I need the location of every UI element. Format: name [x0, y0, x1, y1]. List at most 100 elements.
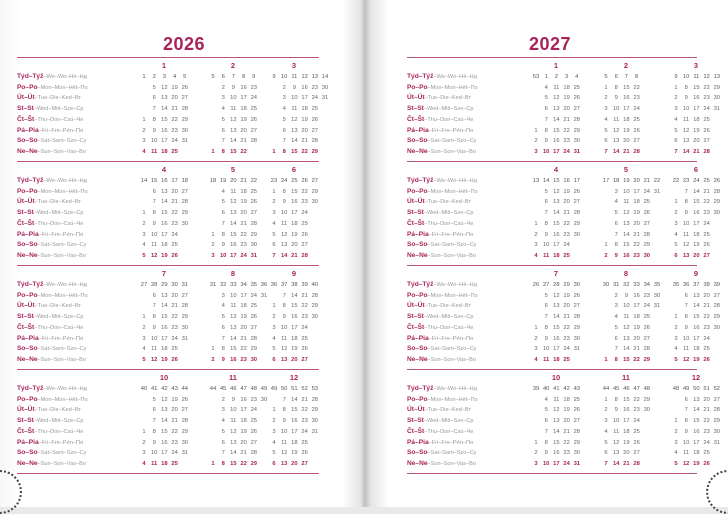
day-cell: 1: [674, 418, 678, 425]
day-cell: 10: [612, 106, 620, 113]
day-cell: 10: [230, 95, 237, 102]
day-cell: 8: [152, 314, 156, 321]
day-cell: 5: [221, 199, 225, 206]
day-cell: 22: [171, 210, 178, 217]
day-cell: 29: [181, 428, 189, 435]
row-label-local: Týd–Týž: [407, 73, 434, 80]
day-cell: 8: [614, 356, 618, 363]
row-label-local: Pá–Pia: [407, 334, 429, 342]
day-cell: 12: [682, 460, 690, 467]
week-number: 34: [240, 282, 247, 288]
row-label: Út–Út–Tue–Die–Ked–Вт: [17, 93, 81, 104]
day-cell: 14: [693, 303, 700, 310]
day-cell: 30: [643, 252, 651, 259]
week-number: 14: [321, 74, 329, 80]
day-cell: 20: [171, 407, 178, 414]
day-cell: 17: [230, 252, 237, 259]
day-cell: 17: [623, 106, 630, 113]
day-cell: 21: [563, 428, 570, 435]
day-cell: 30: [321, 84, 329, 91]
quarter-block: Týd–Týž–We–Wo–Hé–Нд Po–Po–Mon–Mon–Hét–По Ú…: [17, 265, 319, 369]
day-cell: 13: [682, 252, 690, 259]
row-label: Ne–Ne–Sun–Son–Vas–Во: [17, 355, 86, 366]
day-cell: 11: [543, 252, 550, 259]
day-cell: 7: [684, 407, 688, 414]
day-cell: 13: [623, 220, 630, 227]
row-label: Čt–Št–Thu–Don–Csü–Че: [407, 323, 473, 334]
day-cell: 12: [612, 439, 620, 446]
day-cell: 12: [553, 407, 560, 414]
row-label-translations: –Sat–Sam–Szo–Су: [37, 450, 87, 457]
row-label: Čt–Št–Thu–Don–Csü–Че: [17, 323, 83, 334]
row-label-translations: –Fri–Fre–Pén–Пя: [428, 439, 474, 446]
row-label-local: So–So: [17, 241, 38, 249]
week-number: 18: [181, 178, 189, 184]
day-cell: 14: [693, 407, 700, 414]
day-cell: 13: [280, 242, 288, 249]
day-cell: 11: [281, 220, 288, 227]
day-cell: 6: [544, 303, 548, 310]
day-cell: 28: [713, 303, 721, 310]
day-cell: 10: [542, 242, 550, 249]
day-cell: 5: [674, 242, 678, 249]
day-cell: 24: [311, 95, 319, 102]
day-cell: 27: [301, 356, 308, 363]
day-cell: 5: [544, 188, 548, 195]
row-label: Ne–Ne–Sun–Son–Vas–Во: [17, 147, 86, 158]
week-number: 26: [713, 178, 721, 184]
day-cell: 7: [684, 303, 688, 310]
day-cell: 28: [643, 346, 651, 353]
day-cell: 4: [272, 335, 276, 342]
day-cell: 4: [604, 116, 608, 123]
row-label: Čt–Št–Thu–Don–Csü–Че: [17, 219, 83, 230]
day-cell: 1: [272, 303, 276, 310]
row-label: St–St–Wed–Mitt–Sze–Ср: [17, 208, 84, 219]
row-label-local: So–So: [407, 137, 428, 145]
day-cell: 27: [713, 292, 721, 299]
day-cell: 27: [181, 95, 189, 102]
row-label: St–St–Wed–Mitt–Sze–Ср: [407, 104, 474, 115]
row-label: Čt–Št–Thu–Don–Csü–Че: [407, 427, 473, 438]
day-cell: 24: [563, 346, 570, 353]
day-cell: 31: [573, 460, 581, 467]
day-cell: 9: [292, 84, 296, 91]
row-label: Pá–Pia–Fri–Fre–Pén–Пя: [17, 334, 83, 345]
day-cell: 2: [534, 231, 538, 238]
row-label: Ne–Ne–Sun–Son–Vas–Во: [17, 251, 86, 262]
day-cell: 3: [142, 450, 146, 457]
day-cell: 3: [534, 346, 538, 353]
day-cell: 12: [553, 292, 560, 299]
week-number: 41: [553, 386, 560, 392]
day-cell: 9: [624, 292, 628, 299]
day-cell: 22: [563, 220, 570, 227]
day-cell: 27: [181, 407, 189, 414]
day-cell: 14: [230, 450, 237, 457]
day-cell: 16: [161, 127, 168, 134]
month-number: 9: [693, 269, 699, 278]
day-cell: 29: [713, 314, 721, 321]
day-cell: 30: [573, 450, 581, 457]
row-label: Po–Po–Mon–Mon–Hét–По: [17, 291, 88, 302]
week-number: 12: [703, 74, 710, 80]
day-cell: 30: [311, 418, 319, 425]
row-label-translations: –Sat–Sam–Szo–Су: [427, 346, 477, 353]
day-cell: 13: [161, 95, 168, 102]
day-cell: 17: [553, 346, 560, 353]
day-cell: 4: [604, 428, 608, 435]
day-cell: 10: [280, 324, 288, 331]
row-label-local: Po–Po: [407, 187, 428, 195]
day-cell: 6: [674, 138, 678, 145]
day-cell: 15: [291, 303, 298, 310]
day-cell: 23: [171, 439, 178, 446]
row-label-translations: –Sun–Son–Vas–Во: [37, 460, 86, 467]
month-number: 10: [551, 373, 561, 382]
day-cell: 12: [553, 95, 560, 102]
day-cell: 14: [161, 106, 168, 113]
row-label: St–St–Wed–Mitt–Sze–Ср: [407, 416, 474, 427]
day-cell: 8: [544, 220, 548, 227]
day-cell: 4: [674, 346, 678, 353]
day-cell: 6: [221, 210, 225, 217]
day-cell: 8: [684, 199, 688, 206]
week-number: 39: [532, 386, 540, 392]
day-cell: 16: [291, 199, 298, 206]
